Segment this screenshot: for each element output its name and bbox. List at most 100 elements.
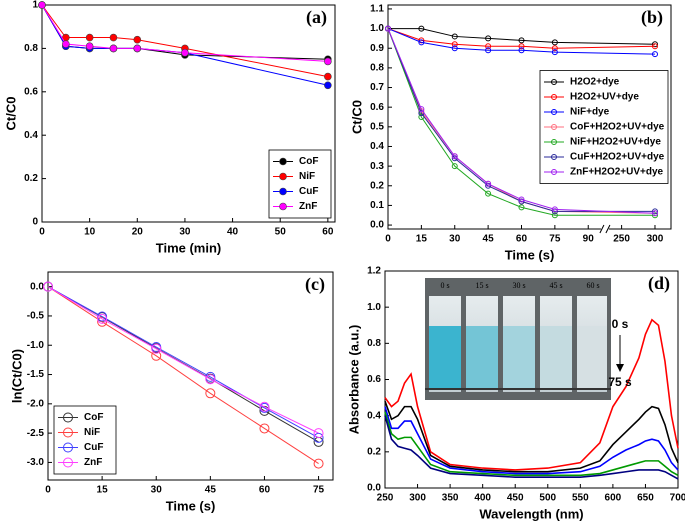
marker [85,33,94,42]
marker [63,427,73,438]
series-line [47,286,319,434]
y-tick-label: -1.5 [27,369,45,380]
inset-label: 60 s [586,281,599,290]
series-line [384,411,679,477]
marker [279,202,287,211]
legend-label: CoF [84,412,103,423]
series-line [47,286,319,439]
marker [451,163,458,170]
marker [313,432,324,443]
marker [43,281,53,292]
marker [205,374,216,385]
marker [551,206,558,213]
inset-photo [425,278,611,400]
marker [109,44,118,53]
marker [418,37,425,44]
panel: 0 10 20 30 40 50 60 0 0.2 0.4 0.6 0.8 1 Time (min) Ct/… [3,0,336,255]
marker [418,25,425,32]
marker [551,94,557,100]
marker [551,212,558,219]
marker [651,41,658,48]
inset-label: 15 s [475,281,488,290]
marker [85,42,94,51]
series-line [388,28,655,45]
y-tick-label: -3.0 [27,457,45,468]
marker [313,428,324,439]
x-tick-label: 15 [416,234,428,245]
marker [38,1,46,9]
y-tick-label: 0.8 [24,43,38,54]
marker [62,40,70,48]
x-tick-label: 650 [637,493,654,504]
marker [133,35,142,44]
y-tick-label: 0.4 [367,410,381,421]
axis-break [605,224,611,234]
annotation: 0 s [612,317,629,331]
marker [418,39,425,46]
series-line [384,415,679,480]
y-tick-label: -2.5 [27,428,45,439]
marker [518,37,525,44]
marker [324,81,332,90]
marker [518,204,525,211]
legend-label: NiF+H2O2+UV+dye [570,137,661,148]
y-tick-label: 0 [32,217,38,228]
y-tick-label: 0.0 [370,220,384,231]
x-tick-label: 450 [507,493,524,504]
x-tick-label: 300 [647,234,664,245]
marker [551,139,557,145]
panel-label: (b) [641,7,663,28]
legend-label: ZnF [84,457,102,468]
legend-label: ZnF [299,201,317,212]
x-tick-label: 60 [259,485,271,496]
legend-label: CoF+H2O2+UV+dye [570,122,665,133]
marker [485,47,492,54]
x-tick-label: 45 [205,485,217,496]
x-tick-label: 700 [670,493,685,504]
y-tick-label: 1 [32,0,38,11]
marker [651,43,658,50]
inset-label: 0 s [440,281,449,290]
legend-label: H2O2+UV+dye [570,92,639,103]
marker [551,169,557,175]
x-tick-label: 45 [483,234,495,245]
legend-label: CuF [299,186,318,197]
y-tick-label: -1.0 [27,340,45,351]
series-line [387,28,655,212]
y-tick-label: -2.0 [27,398,45,409]
legend-label: CuF+H2O2+UV+dye [570,152,665,163]
y-axis-label: Ct/C0 [3,97,18,131]
y-tick-label: 0.1 [370,200,384,211]
x-tick-label: 350 [442,493,459,504]
legend-label: NiF [299,171,315,182]
marker [63,457,73,468]
marker [451,153,458,160]
y-tick-label: 0.7 [370,82,384,93]
x-tick-label: 0 [385,234,391,245]
marker [63,442,73,453]
marker [324,72,332,81]
marker [385,25,391,32]
series-line [384,400,679,473]
legend-label: CoF [299,156,318,167]
series-line [387,28,655,214]
marker [485,35,492,42]
marker [551,208,558,215]
inset-label: 30 s [512,281,525,290]
x-tick-label: 0 [45,485,51,496]
panel: 0 15 30 45 60 75 0.0 -0.5 -1.0 -1.5 -2.0 -2.5 -3.0 Ti… [9,271,334,513]
y-tick-label: 0.8 [370,63,384,74]
marker [551,79,557,85]
y-tick-label: 1.1 [370,4,384,15]
marker [279,157,287,166]
marker [205,388,216,399]
x-tick-label: 75 [313,485,325,496]
marker [181,48,189,57]
x-tick-label: 250 [377,493,394,504]
panel: 250 300 350 400 450 500 550 600 650 700 0.0 0.2 0.4 0… [346,266,685,522]
x-tick-label: 250 [613,234,630,245]
marker [651,212,658,219]
panel-label: (c) [305,274,325,295]
y-tick-label: 1.0 [367,302,381,313]
